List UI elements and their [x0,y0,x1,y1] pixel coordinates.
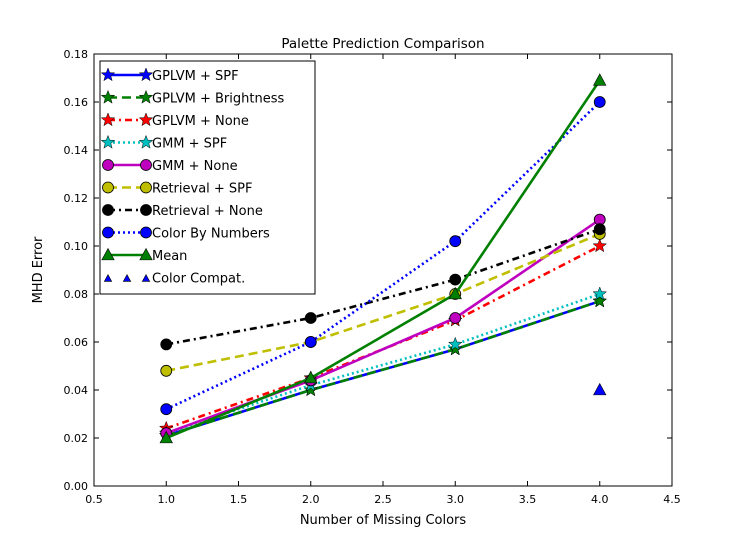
series-line-1 [165,299,601,437]
legend-marker-start-0 [100,67,116,82]
data-point-6-2 [449,273,462,286]
data-point-2-3 [592,238,608,253]
y-tick-label-9: 0.18 [64,48,89,61]
y-tick-label-8: 0.16 [64,96,89,109]
y-tick-label-1: 0.02 [64,432,89,445]
x-tick-label-3: 2.0 [302,493,320,506]
data-point-7-2 [449,235,462,248]
legend-item-8: Mean [101,247,187,264]
legend-label-3: GMM + SPF [152,137,227,152]
data-point-1-3 [592,293,608,308]
legend-item-5: Retrieval + SPF [102,181,253,197]
legend-item-6: Retrieval + None [102,204,263,219]
series-8 [159,73,607,444]
data-point-4-2 [449,312,462,324]
legend-marker-start-8 [101,247,115,261]
legend-marker-end-0 [138,67,154,82]
legend-marker-end-6 [140,204,152,216]
data-point-8-0 [159,430,173,444]
data-point-7-0 [160,403,173,416]
legend-label-9: Color Compat. [152,272,245,287]
data-point-3-3 [592,286,608,301]
x-tick-label-4: 2.5 [374,493,392,506]
y-tick-label-4: 0.08 [64,288,89,301]
data-point-6-0 [160,338,173,351]
legend-marker-start-4 [102,159,114,171]
legend-item-1: GPLVM + Brightness [100,89,284,107]
data-point-3-2 [447,336,463,351]
x-tick-label-6: 3.5 [519,493,537,506]
data-point-5-0 [160,364,173,377]
series-line-7 [165,101,601,411]
y-tick-label-2: 0.04 [64,384,89,397]
series-line-8 [165,79,601,440]
legend-item-4: GMM + None [102,159,238,174]
legend-marker-start-6 [102,204,114,216]
y-tick-label-0: 0.00 [64,480,89,493]
data-point-9-0 [593,382,607,396]
legend-label-1: GPLVM + Brightness [152,92,284,107]
x-tick-label-8: 4.5 [663,493,681,506]
legend-item-2: GPLVM + None [100,112,249,129]
legend-item-7: Color By Numbers [102,226,270,242]
legend-marker-end-7 [140,226,152,239]
legend-label-5: Retrieval + SPF [152,182,253,197]
series-9 [593,382,607,396]
x-tick-label-0: 0.5 [85,493,103,506]
data-point-7-1 [304,336,317,348]
legend-marker-end-2 [138,112,154,127]
legend-marker-start-5 [102,181,114,194]
legend-label-0: GPLVM + SPF [152,69,239,84]
data-point-6-1 [304,312,317,324]
legend-label-2: GPLVM + None [152,114,249,129]
data-point-7-3 [593,96,606,108]
legend-item-0: GPLVM + SPF [100,67,239,84]
x-tick-label-5: 3.0 [447,493,465,506]
y-tick-label-7: 0.14 [64,144,89,157]
data-point-8-2 [448,286,462,300]
series-7 [160,96,606,416]
x-tick-label-1: 1.0 [158,493,176,506]
x-axis-label: Number of Missing Colors [300,513,467,528]
legend-marker-9-1 [122,273,132,282]
series-layer [158,73,608,444]
legend-marker-end-3 [138,134,154,149]
legend-marker-start-2 [100,112,116,127]
legend-label-6: Retrieval + None [152,204,263,219]
legend-marker-end-8 [139,247,153,261]
x-tick-label-2: 1.5 [230,493,248,506]
series-6 [160,223,606,351]
legend-marker-end-1 [138,89,154,104]
legend-label-4: GMM + None [152,159,238,174]
legend-item-3: GMM + SPF [100,134,227,152]
chart-title: Palette Prediction Comparison [281,36,484,52]
legend-marker-9-2 [141,273,151,282]
legend-marker-end-4 [140,159,152,171]
x-tick-label-7: 4.0 [591,493,609,506]
legend-marker-start-1 [100,89,116,104]
legend-marker-end-5 [140,181,152,194]
y-axis-label: MHD Error [31,236,46,303]
legend-marker-start-7 [102,226,114,239]
series-line-5 [165,232,601,373]
data-point-8-3 [593,73,607,86]
y-tick-label-3: 0.06 [64,336,89,349]
legend-marker-start-3 [100,134,116,149]
legend-label-7: Color By Numbers [152,227,270,242]
legend-label-8: Mean [152,249,187,264]
data-point-8-1 [304,370,318,384]
legend-marker-9-0 [103,273,113,282]
legend: GPLVM + SPF GPLVM + Brightness GPLVM + Non… [99,60,316,295]
series-line-6 [166,227,601,346]
legend-item-9: Color Compat. [103,272,245,287]
y-tick-label-6: 0.12 [64,192,89,205]
y-tick-label-5: 0.10 [64,240,89,253]
axis-ticks: 0.5 1.0 1.5 2.0 2.5 3.0 3.5 4.0 4.5 0.00 0.02 0.04 0… [64,48,681,506]
data-point-6-3 [593,223,606,236]
plot-area [93,53,673,487]
